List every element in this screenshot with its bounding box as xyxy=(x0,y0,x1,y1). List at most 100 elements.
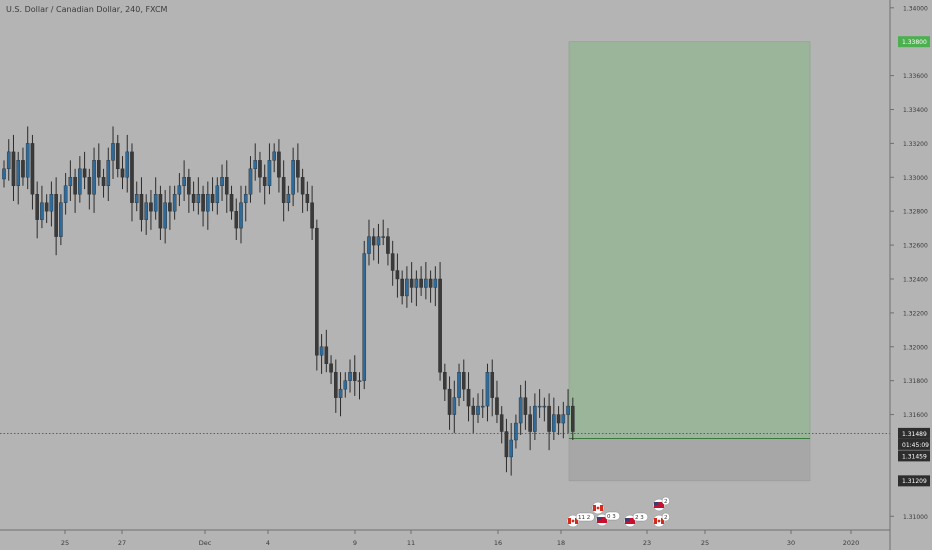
candle-body xyxy=(78,168,82,195)
candle-body xyxy=(490,372,495,398)
candle-body xyxy=(405,278,409,297)
countdown-bg xyxy=(898,438,930,450)
candle-body xyxy=(315,227,319,356)
price-tick-label: 1.31800 xyxy=(903,378,928,385)
candle-body xyxy=(239,202,243,229)
candle-body xyxy=(319,346,324,356)
candle-body xyxy=(115,143,120,170)
candle-body xyxy=(134,194,139,203)
candle-body xyxy=(191,194,196,203)
flag-canton xyxy=(654,502,659,506)
candle-body xyxy=(495,397,499,415)
candle-body xyxy=(224,177,229,195)
candle-body xyxy=(277,151,281,178)
price-tick-label: 1.32800 xyxy=(903,209,928,216)
candle-body xyxy=(528,414,532,432)
candle-body xyxy=(2,168,6,180)
candle-body xyxy=(187,177,191,195)
candle-body xyxy=(310,202,314,229)
candle-body xyxy=(324,346,329,364)
flag-stripe xyxy=(661,518,664,524)
candle-body xyxy=(424,278,428,288)
candle-body xyxy=(556,414,561,424)
candle-body xyxy=(54,194,58,237)
candle-body xyxy=(35,194,39,220)
candle-body xyxy=(367,236,371,254)
countdown-label: 01:45:09 xyxy=(902,442,929,449)
candle-body xyxy=(485,372,490,407)
price-tick-label: 1.32400 xyxy=(903,276,928,283)
candle-body xyxy=(457,372,461,398)
candle-body xyxy=(286,194,291,203)
maple-leaf-icon xyxy=(571,519,575,523)
candle-body xyxy=(386,236,390,254)
candle-body xyxy=(139,194,144,220)
flag-canton xyxy=(597,517,602,521)
candle-body xyxy=(149,202,153,212)
profit-zone[interactable] xyxy=(568,41,811,439)
candle-body xyxy=(438,278,442,373)
candle-body xyxy=(87,177,92,195)
candle-body xyxy=(210,194,215,203)
event-marker[interactable]: 2 xyxy=(652,512,670,528)
candle-body xyxy=(400,278,404,297)
event-marker[interactable]: 0 3 xyxy=(595,511,621,527)
candle-body xyxy=(381,236,386,238)
candle-body xyxy=(395,270,400,280)
candle-body xyxy=(111,143,115,161)
time-tick-label: 27 xyxy=(118,539,126,547)
candle-body xyxy=(144,202,149,220)
event-badge-bg xyxy=(661,512,670,522)
candle-body xyxy=(338,388,343,398)
current-price-tag-bg xyxy=(898,427,930,439)
price-tick-label: 1.32000 xyxy=(903,344,928,351)
candle-body xyxy=(390,253,395,271)
candle-body xyxy=(566,405,570,415)
event-marker[interactable]: 11 2 xyxy=(566,512,595,528)
maple-leaf-icon xyxy=(596,506,600,510)
candle-body xyxy=(300,177,305,195)
candle-body xyxy=(229,194,234,212)
candle-body xyxy=(30,143,35,195)
current-price-tag: 1.31489 xyxy=(902,431,927,438)
time-tick-label: 11 xyxy=(407,539,415,547)
candle-body xyxy=(125,151,130,178)
event-marker[interactable]: 2 3 xyxy=(623,512,649,528)
candle-body xyxy=(44,202,49,212)
price-tick-label: 1.33000 xyxy=(903,175,928,182)
time-tick-label: 9 xyxy=(353,539,357,547)
candle-body xyxy=(409,278,414,288)
candle-body xyxy=(296,160,300,178)
event-badge-bg xyxy=(604,511,621,521)
candle-body xyxy=(25,143,30,178)
price-tick-label: 1.33600 xyxy=(903,73,928,80)
event-marker[interactable] xyxy=(591,501,605,515)
price-tick-label: 1.34000 xyxy=(903,5,928,12)
candle-body xyxy=(461,372,466,390)
candle-body xyxy=(352,372,357,381)
flag-stripe xyxy=(654,518,657,524)
time-tick-label: 23 xyxy=(643,539,651,547)
candle-body xyxy=(533,405,537,432)
candle-body xyxy=(196,194,201,203)
candle-body xyxy=(206,194,210,212)
maple-leaf-icon xyxy=(657,519,661,523)
candle-body xyxy=(172,194,177,212)
event-badge-bg xyxy=(632,512,649,522)
time-tick-label: 30 xyxy=(787,539,795,547)
candle-body xyxy=(243,194,248,203)
flag-stripes xyxy=(654,502,664,508)
candle-body xyxy=(253,160,258,170)
candle-body xyxy=(414,278,419,288)
event-marker[interactable]: 2 xyxy=(652,496,670,512)
candle-body xyxy=(201,194,205,212)
candle-body xyxy=(291,160,295,195)
candle-body xyxy=(547,405,551,432)
candle-body xyxy=(305,194,310,203)
loss-zone[interactable] xyxy=(568,438,811,482)
candle-body xyxy=(258,160,262,178)
event-badge: 0 3 xyxy=(607,514,616,520)
candle-body xyxy=(106,160,111,186)
time-tick-label: 4 xyxy=(266,539,270,547)
